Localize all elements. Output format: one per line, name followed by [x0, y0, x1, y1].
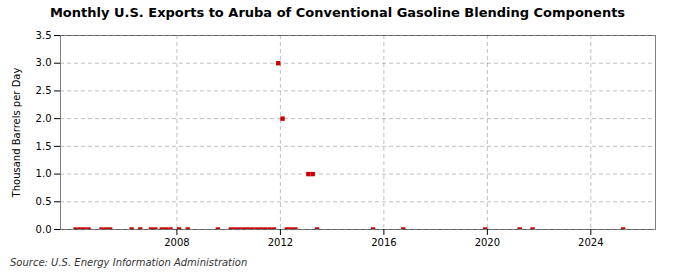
svg-text:0.5: 0.5: [36, 196, 52, 207]
svg-text:2012: 2012: [268, 237, 293, 248]
svg-text:0.0: 0.0: [36, 224, 52, 235]
svg-text:2016: 2016: [371, 237, 396, 248]
svg-text:2.0: 2.0: [36, 113, 52, 124]
svg-text:1.5: 1.5: [36, 141, 52, 152]
svg-text:2024: 2024: [578, 237, 603, 248]
svg-text:Thousand Barrels per Day: Thousand Barrels per Day: [11, 68, 22, 199]
svg-text:3.5: 3.5: [36, 30, 52, 41]
svg-text:2020: 2020: [475, 237, 500, 248]
html-text:Source: U.S. Energy Informatio: Source: U.S. Energy Information Administ…: [10, 257, 248, 268]
svg-text:2.5: 2.5: [36, 85, 52, 96]
html-text:Monthly U.S. Exports to Aruba: Monthly U.S. Exports to Aruba of Convent…: [49, 5, 626, 20]
svg-text:1.0: 1.0: [36, 168, 52, 179]
svg-text:3.0: 3.0: [36, 57, 52, 68]
svg-text:2008: 2008: [164, 237, 189, 248]
